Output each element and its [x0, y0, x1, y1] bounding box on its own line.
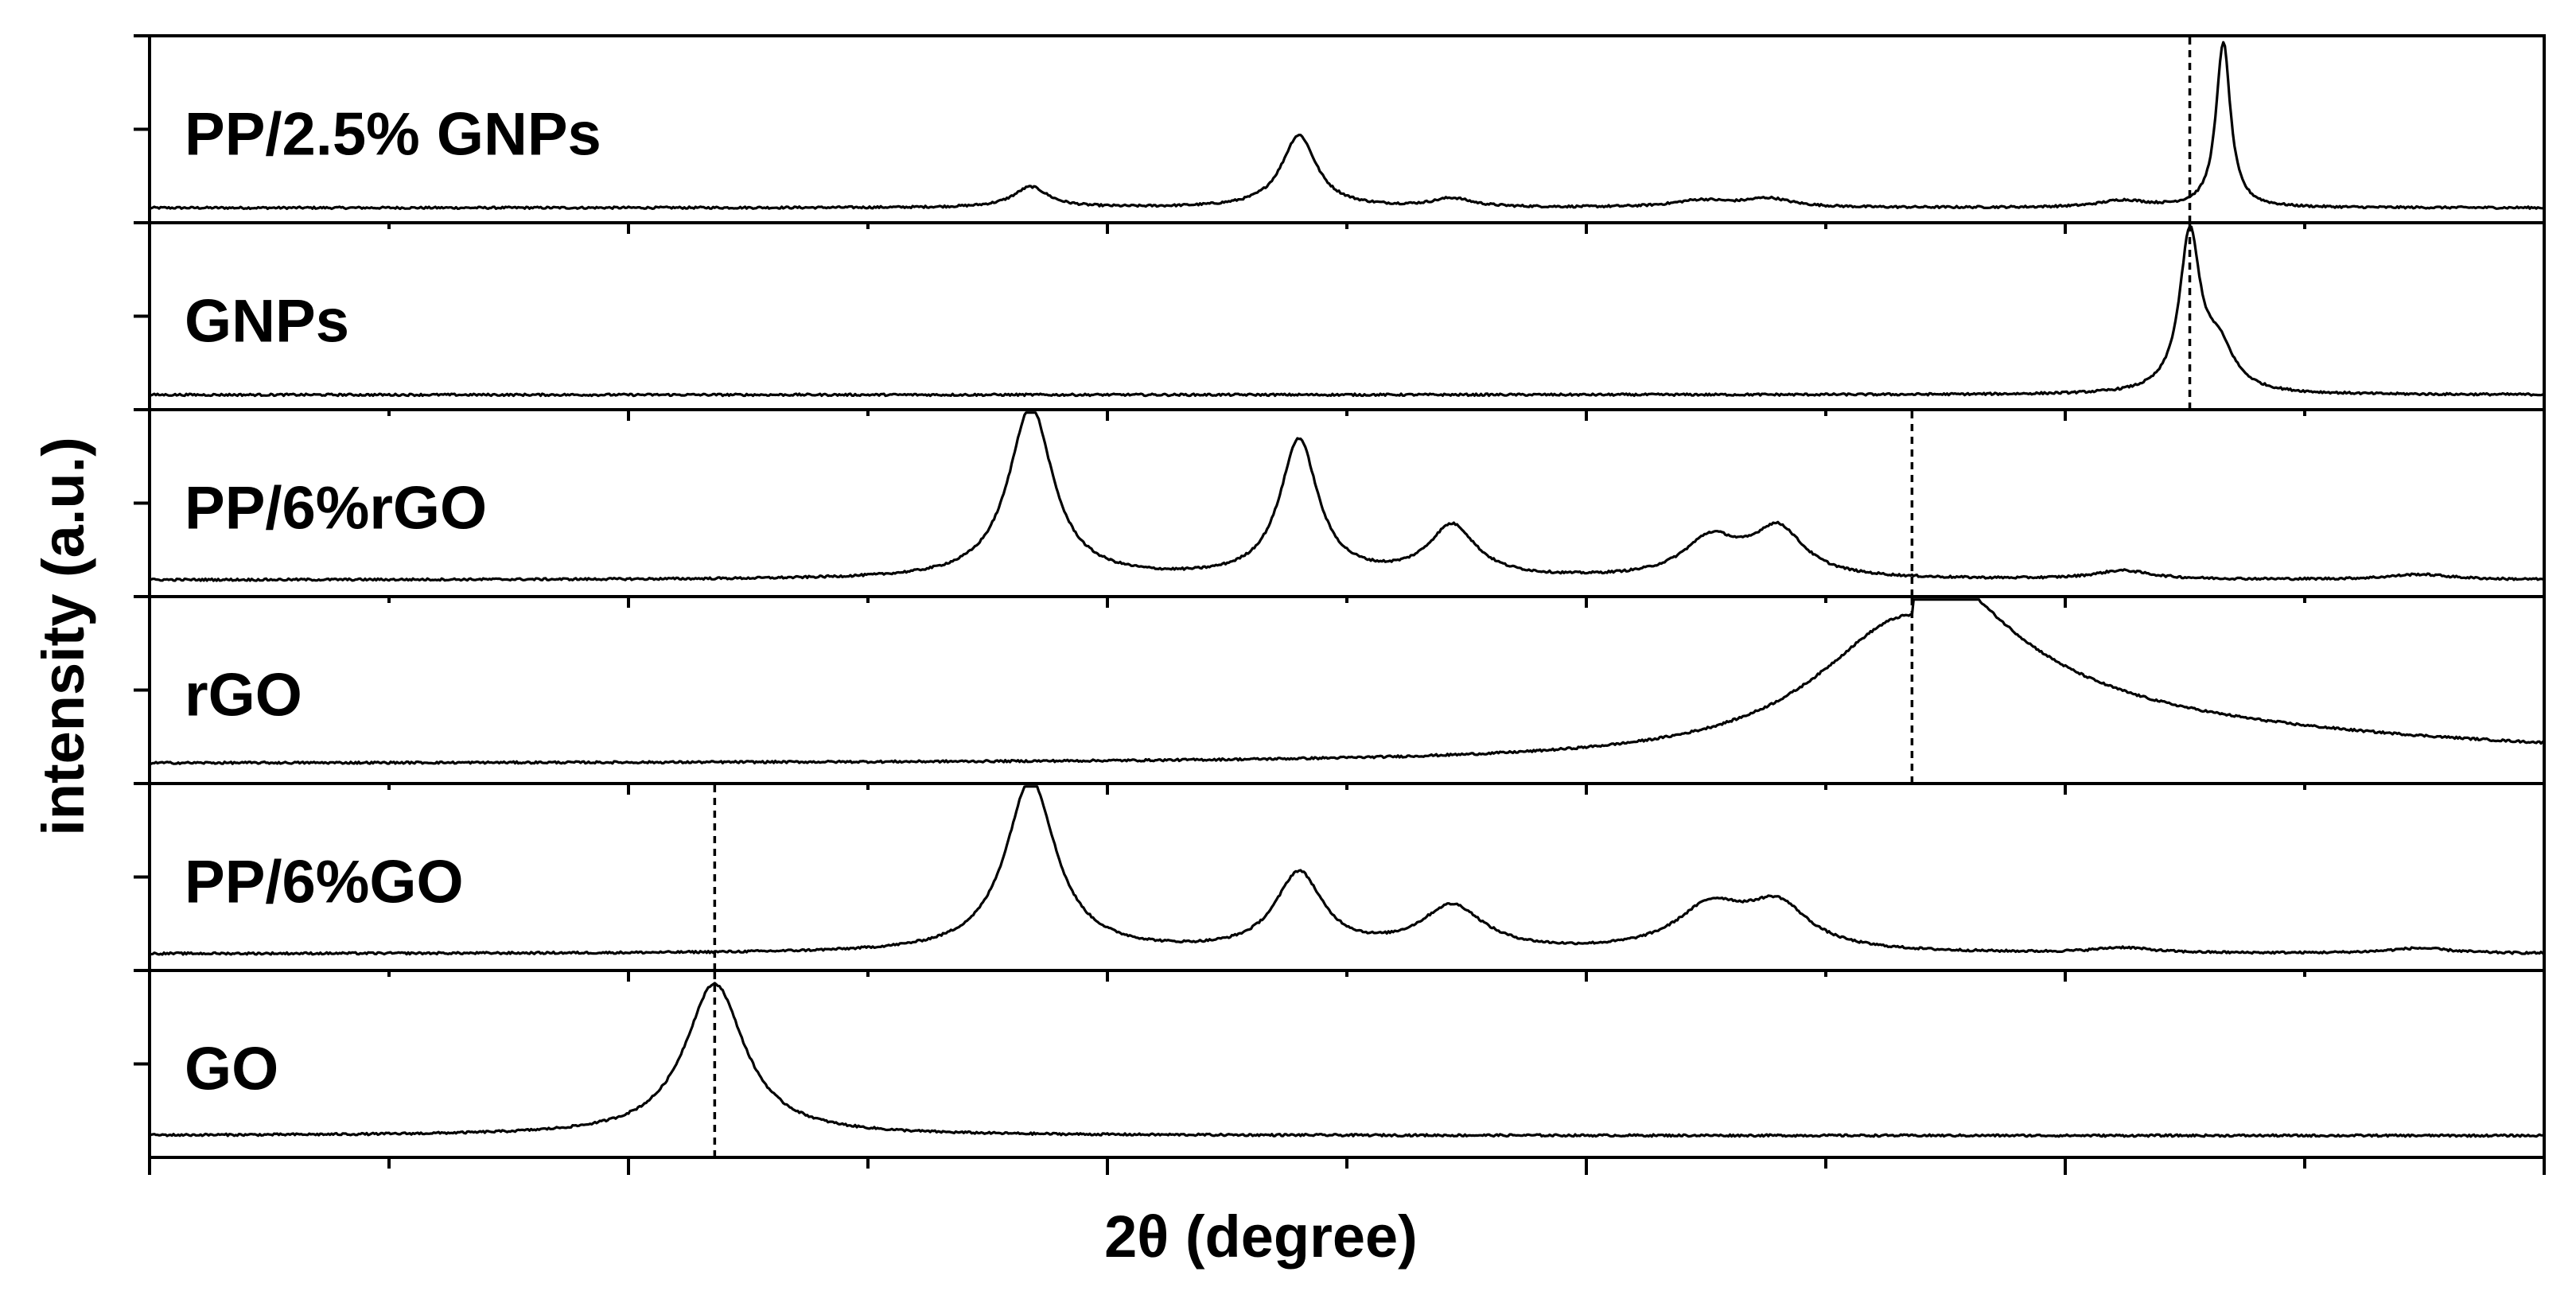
x-axis	[148, 1157, 2546, 1175]
series-label: PP/6%GO	[185, 849, 464, 916]
panel-frame	[148, 782, 2546, 972]
xrd-trace	[149, 982, 2545, 1138]
xrd-trace	[149, 598, 2545, 765]
panel-3: rGO	[134, 595, 2546, 785]
series-label: GNPs	[185, 288, 349, 356]
panel-frame	[148, 595, 2546, 785]
panel-0: PP/2.5% GNPs	[134, 34, 2546, 224]
x-axis-label: 2θ (degree)	[1104, 1204, 1418, 1270]
xrd-trace	[149, 41, 2545, 211]
panel-frame	[148, 969, 2546, 1159]
y-axis-label: intensity (a.u.)	[30, 437, 96, 836]
xrd-trace	[149, 225, 2545, 398]
panel-1: GNPs	[134, 221, 2546, 411]
series-label: PP/2.5% GNPs	[185, 101, 601, 169]
xrd-trace	[149, 785, 2545, 956]
panel-4: PP/6%GO	[134, 782, 2546, 972]
series-label: rGO	[185, 662, 302, 729]
series-label: PP/6%rGO	[185, 475, 487, 543]
panel-2: PP/6%rGO	[134, 408, 2546, 598]
series-label: GO	[185, 1036, 278, 1103]
panel-frame	[148, 408, 2546, 598]
xrd-trace	[149, 411, 2545, 582]
panel-5: GO	[134, 969, 2546, 1159]
panels: PP/2.5% GNPs GNPs PP/6%rGO rGO PP/6%GO GO	[134, 34, 2546, 1175]
